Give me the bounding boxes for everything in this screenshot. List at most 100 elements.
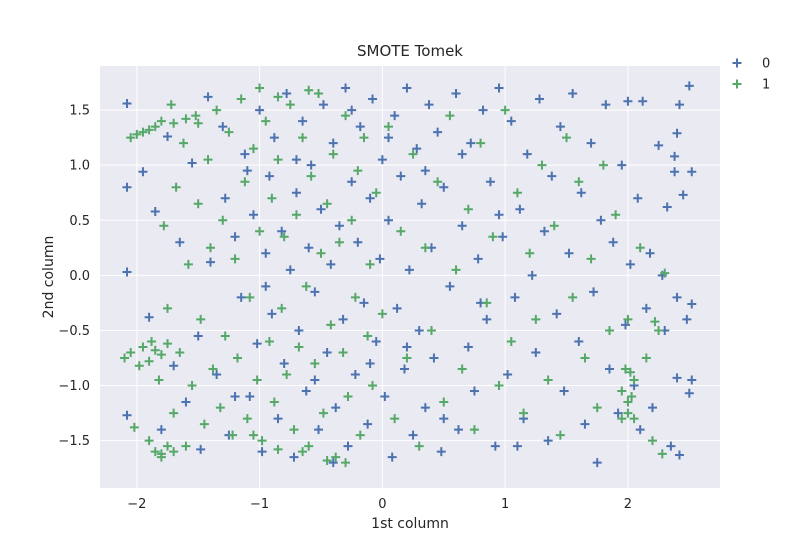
data-point — [183, 259, 193, 269]
data-point — [531, 347, 541, 357]
data-point — [426, 325, 436, 335]
data-point — [169, 361, 179, 371]
data-point — [240, 149, 250, 159]
data-point — [347, 177, 357, 187]
data-point — [334, 221, 344, 231]
y-tick-label: −1.5 — [58, 434, 90, 449]
data-point — [377, 309, 387, 319]
data-point — [503, 370, 513, 380]
data-point — [564, 248, 574, 258]
data-point — [678, 190, 688, 200]
data-point — [306, 160, 316, 170]
data-point — [316, 204, 326, 214]
data-point — [605, 325, 615, 335]
data-point — [670, 167, 680, 177]
data-point — [605, 364, 615, 374]
data-point — [647, 403, 657, 413]
data-point — [623, 96, 633, 106]
data-point — [439, 182, 449, 192]
data-point — [144, 312, 154, 322]
data-points — [120, 81, 697, 468]
data-point — [672, 128, 682, 138]
data-point — [248, 144, 258, 154]
data-point — [328, 138, 338, 148]
data-point — [687, 375, 697, 385]
data-point — [547, 171, 557, 181]
chart-title: SMOTE Tomek — [357, 42, 463, 60]
data-point — [236, 292, 246, 302]
data-point — [672, 373, 682, 383]
data-point — [298, 447, 308, 457]
data-point — [126, 347, 136, 357]
data-point — [674, 450, 684, 460]
data-point — [647, 436, 657, 446]
data-point — [420, 243, 430, 253]
data-point — [420, 403, 430, 413]
data-point — [650, 317, 660, 327]
data-point — [120, 353, 130, 363]
data-point — [482, 314, 492, 324]
data-point — [310, 375, 320, 385]
data-point — [396, 226, 406, 236]
data-point — [498, 232, 508, 242]
legend-marker-1 — [732, 79, 742, 89]
data-point — [301, 281, 311, 291]
data-point — [163, 303, 173, 313]
legend-marker-0 — [732, 58, 742, 68]
data-point — [623, 314, 633, 324]
data-point — [298, 116, 308, 126]
data-point — [264, 336, 274, 346]
data-point — [390, 414, 400, 424]
data-point — [433, 177, 443, 187]
data-point — [218, 122, 228, 132]
data-point — [617, 160, 627, 170]
data-point — [580, 419, 590, 429]
data-point — [298, 133, 308, 143]
data-point — [365, 259, 375, 269]
data-point — [215, 403, 225, 413]
data-point — [273, 92, 283, 102]
data-point — [230, 232, 240, 242]
data-point — [355, 122, 365, 132]
data-point — [365, 193, 375, 203]
data-point — [269, 397, 279, 407]
data-point — [156, 449, 166, 459]
data-point — [331, 403, 341, 413]
data-point — [245, 392, 255, 402]
data-point — [314, 89, 324, 99]
data-point — [122, 410, 132, 420]
data-point — [392, 303, 402, 313]
data-point — [543, 436, 553, 446]
data-point — [233, 353, 243, 363]
data-point — [255, 105, 265, 115]
data-point — [181, 114, 191, 124]
data-point — [555, 122, 565, 132]
data-point — [620, 320, 630, 330]
data-point — [279, 232, 289, 242]
data-point — [641, 353, 651, 363]
data-point — [326, 320, 336, 330]
data-point — [304, 85, 314, 95]
data-point — [163, 339, 173, 349]
data-point — [212, 105, 222, 115]
data-point — [242, 414, 252, 424]
data-point — [672, 292, 682, 302]
data-point — [654, 325, 664, 335]
data-point — [322, 347, 332, 357]
data-point — [482, 298, 492, 308]
data-point — [289, 425, 299, 435]
data-point — [341, 458, 351, 468]
data-point — [371, 188, 381, 198]
data-point — [515, 204, 525, 214]
data-point — [623, 408, 633, 418]
data-point — [144, 356, 154, 366]
data-point — [306, 171, 316, 181]
data-point — [368, 94, 378, 104]
data-point — [463, 342, 473, 352]
data-point — [674, 100, 684, 110]
data-point — [580, 353, 590, 363]
data-point — [301, 386, 311, 396]
data-point — [341, 83, 351, 93]
data-point — [371, 336, 381, 346]
data-point — [494, 210, 504, 220]
